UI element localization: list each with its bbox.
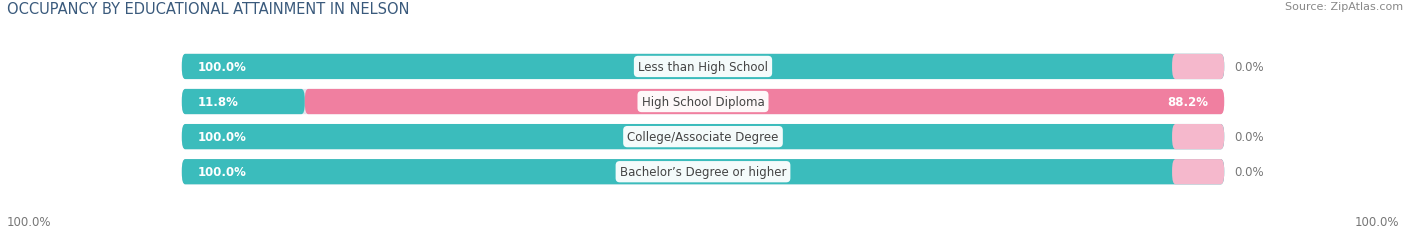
Text: 11.8%: 11.8% xyxy=(197,96,239,109)
Text: 100.0%: 100.0% xyxy=(7,215,52,228)
FancyBboxPatch shape xyxy=(1173,125,1225,150)
Text: Less than High School: Less than High School xyxy=(638,61,768,74)
Text: OCCUPANCY BY EDUCATIONAL ATTAINMENT IN NELSON: OCCUPANCY BY EDUCATIONAL ATTAINMENT IN N… xyxy=(7,2,409,17)
FancyBboxPatch shape xyxy=(181,159,1225,185)
Text: 100.0%: 100.0% xyxy=(197,131,246,143)
FancyBboxPatch shape xyxy=(305,90,1225,115)
Text: College/Associate Degree: College/Associate Degree xyxy=(627,131,779,143)
Text: 0.0%: 0.0% xyxy=(1234,61,1264,74)
Text: 88.2%: 88.2% xyxy=(1167,96,1209,109)
FancyBboxPatch shape xyxy=(181,90,1225,115)
Text: 100.0%: 100.0% xyxy=(197,61,246,74)
FancyBboxPatch shape xyxy=(1173,55,1225,80)
FancyBboxPatch shape xyxy=(181,159,1225,185)
FancyBboxPatch shape xyxy=(181,90,305,115)
Text: 0.0%: 0.0% xyxy=(1234,165,1264,178)
Text: 0.0%: 0.0% xyxy=(1234,131,1264,143)
Text: 100.0%: 100.0% xyxy=(197,165,246,178)
FancyBboxPatch shape xyxy=(1173,159,1225,185)
FancyBboxPatch shape xyxy=(181,125,1225,150)
FancyBboxPatch shape xyxy=(181,125,1225,150)
Text: Bachelor’s Degree or higher: Bachelor’s Degree or higher xyxy=(620,165,786,178)
FancyBboxPatch shape xyxy=(181,55,1225,80)
Text: High School Diploma: High School Diploma xyxy=(641,96,765,109)
Text: 100.0%: 100.0% xyxy=(1354,215,1399,228)
Text: Source: ZipAtlas.com: Source: ZipAtlas.com xyxy=(1285,2,1403,12)
FancyBboxPatch shape xyxy=(181,55,1225,80)
